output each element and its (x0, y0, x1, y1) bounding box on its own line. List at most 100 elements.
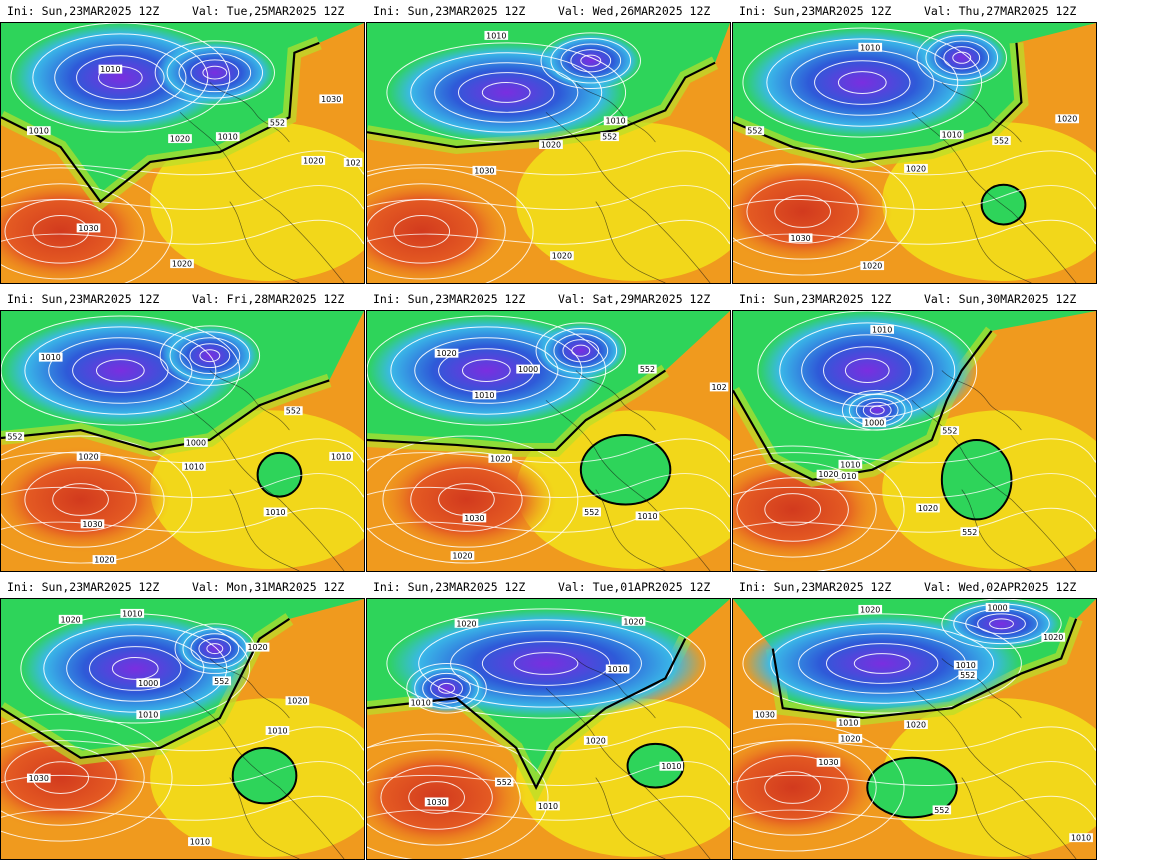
svg-text:1010: 1010 (218, 133, 238, 142)
svg-text:1010: 1010 (190, 838, 210, 847)
pressure-label: 1010 (265, 726, 290, 735)
pressure-label: 1010 (858, 42, 883, 52)
pressure-label: 1010 (408, 698, 433, 708)
svg-text:1010: 1010 (956, 661, 976, 670)
pressure-label: 552 (494, 777, 514, 787)
boundary-contour-552 (771, 618, 1078, 720)
low-pressure-area (541, 32, 641, 89)
pressure-label: 1010 (939, 130, 964, 140)
panel-header: Ini: Sun,23MAR2025 12Z Val: Sun,30MAR202… (732, 288, 1098, 310)
init-time-label: Ini: Sun,23MAR2025 12Z (373, 580, 526, 594)
svg-text:552: 552 (214, 677, 229, 686)
pressure-label: 1020 (454, 618, 479, 628)
pressure-label: 1010 (136, 710, 161, 720)
svg-text:1020: 1020 (452, 552, 472, 561)
pressure-label: 102 (343, 157, 363, 167)
svg-text:1020: 1020 (78, 452, 98, 461)
pressure-label: 1020 (858, 604, 883, 614)
svg-text:1020: 1020 (862, 262, 882, 271)
svg-text:1000: 1000 (864, 419, 884, 428)
pressure-label: 1030 (80, 519, 105, 529)
panel-header: Ini: Sun,23MAR2025 12Z Val: Tue,01APR202… (366, 576, 732, 598)
panel-header: Ini: Sun,23MAR2025 12Z Val: Wed,02APR202… (732, 576, 1098, 598)
svg-text:1010: 1010 (138, 711, 158, 720)
svg-text:1010: 1010 (411, 699, 431, 708)
forecast-panel-6: Ini: Sun,23MAR2025 12Z Val: Sun,30MAR202… (732, 288, 1098, 576)
pressure-label: 1020 (170, 259, 194, 269)
low-pressure-area (175, 623, 255, 674)
pressure-label: 1010 (836, 718, 861, 728)
forecast-panel-3: Ini: Sun,23MAR2025 12Z Val: Thu,27MAR202… (732, 0, 1098, 288)
init-time-label: Ini: Sun,23MAR2025 12Z (7, 292, 160, 306)
forecast-map: 1010 552 552 1020 1000 1010 1010 1010 1030 1020 (0, 310, 365, 572)
svg-text:102: 102 (345, 158, 360, 167)
svg-text:1010: 1010 (538, 802, 558, 811)
pressure-label: 1020 (916, 503, 940, 513)
svg-text:552: 552 (497, 778, 512, 787)
svg-text:1020: 1020 (541, 141, 561, 150)
svg-text:1020: 1020 (623, 617, 643, 626)
forecast-map: 1010 1010 1000 552 1010 1020 1020 552 (732, 310, 1097, 572)
boundary-contour-552 (1, 617, 291, 759)
cut-off-low (231, 746, 298, 805)
svg-text:1030: 1030 (755, 711, 775, 720)
pressure-label: 1020 (58, 614, 83, 624)
svg-text:1000: 1000 (518, 365, 538, 374)
low-pressure-area (742, 613, 1022, 714)
cut-off-low (866, 756, 958, 819)
pressure-label: 1010 (215, 132, 240, 142)
forecast-map-svg: 1020 100010201010552103010101020102010305… (733, 599, 1096, 859)
pressure-label: 1010 (659, 761, 684, 771)
svg-text:1000: 1000 (987, 603, 1007, 612)
pressure-label: 1030 (472, 165, 497, 175)
pressure-label: 1020 (76, 451, 101, 461)
boundary-contour-552 (367, 61, 716, 149)
init-time-label: Ini: Sun,23MAR2025 12Z (739, 580, 892, 594)
svg-text:1010: 1010 (942, 131, 962, 140)
pressure-label: 552 (582, 507, 602, 517)
low-pressure-area (916, 29, 1007, 86)
pressure-label: 1010 (472, 390, 497, 400)
panel-header: Ini: Sun,23MAR2025 12Z Val: Wed,26MAR202… (366, 0, 732, 22)
svg-text:552: 552 (942, 427, 957, 436)
pressure-label: 1010 (536, 801, 560, 811)
init-time-label: Ini: Sun,23MAR2025 12Z (7, 4, 160, 18)
svg-text:552: 552 (7, 433, 22, 442)
svg-text:552: 552 (747, 127, 762, 136)
boundary-contour-552 (733, 330, 993, 481)
svg-text:1020: 1020 (61, 615, 81, 624)
valid-time-label: Val: Sat,29MAR2025 12Z (558, 292, 711, 306)
svg-text:1000: 1000 (186, 438, 206, 447)
svg-text:1020: 1020 (170, 135, 190, 144)
svg-text:1020: 1020 (818, 470, 838, 479)
svg-text:1010: 1010 (840, 460, 860, 469)
pressure-label: 1020 (838, 733, 863, 743)
valid-time-label: Val: Sun,30MAR2025 12Z (924, 292, 1077, 306)
pressure-label: 552 (960, 527, 979, 537)
pressure-label: 1010 (484, 30, 509, 40)
svg-text:552: 552 (994, 137, 1009, 146)
pressure-label: 552 (638, 364, 657, 374)
svg-text:1020: 1020 (247, 643, 267, 652)
pressure-label: 1020 (860, 261, 885, 271)
svg-text:1030: 1030 (464, 514, 484, 523)
forecast-map: 1020 1010 1020 1010 1020 552 1010 1010 1030 (366, 598, 731, 860)
forecast-map: 1010 552 1010 552 1020 1020 1030 1020 (732, 22, 1097, 284)
svg-text:1020: 1020 (552, 252, 572, 261)
pressure-label: 1010 (98, 64, 123, 74)
pressure-label: 552 (992, 136, 1011, 146)
high-pressure-centre (376, 444, 556, 555)
svg-text:552: 552 (960, 671, 975, 680)
svg-text:1020: 1020 (94, 556, 114, 565)
pressure-label: 552 (212, 676, 232, 686)
forecast-panel-4: Ini: Sun,23MAR2025 12Z Val: Fri,28MAR202… (0, 288, 366, 576)
pressure-label: 1010 (1069, 833, 1093, 843)
valid-time-label: Val: Tue,25MAR2025 12Z (192, 4, 345, 18)
pressure-label: 552 (284, 406, 303, 416)
pressure-label: 1010 (263, 507, 288, 517)
pressure-label: 552 (268, 118, 287, 128)
pressure-label: 1010 (834, 471, 859, 481)
init-time-label: Ini: Sun,23MAR2025 12Z (373, 4, 526, 18)
pressure-label: 1010 (870, 324, 895, 334)
pressure-label: 1020 (904, 720, 928, 730)
